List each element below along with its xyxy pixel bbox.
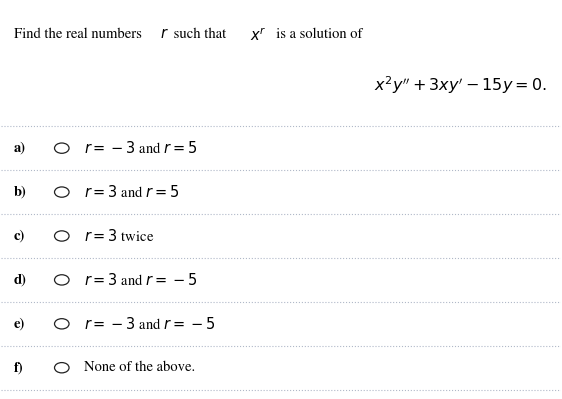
Text: $r = -3$ and $r = 5$: $r = -3$ and $r = 5$ xyxy=(84,140,198,156)
Text: $r = 3$ twice: $r = 3$ twice xyxy=(84,228,155,244)
Text: d): d) xyxy=(13,273,26,286)
Text: $r = 3$ and $r = 5$: $r = 3$ and $r = 5$ xyxy=(84,184,180,200)
Text: $r = 3$ and $r = -5$: $r = 3$ and $r = -5$ xyxy=(84,272,198,288)
Text: b): b) xyxy=(13,186,26,199)
Text: $x^2y'' + 3xy' - 15y = 0.$: $x^2y'' + 3xy' - 15y = 0.$ xyxy=(374,75,547,97)
Text: f): f) xyxy=(13,361,23,374)
Text: $x^r$: $x^r$ xyxy=(250,27,266,44)
Text: a): a) xyxy=(13,142,26,155)
Text: c): c) xyxy=(13,229,25,243)
Text: e): e) xyxy=(13,317,25,330)
Text: $r = -3$ and $r = -5$: $r = -3$ and $r = -5$ xyxy=(84,316,216,332)
Text: $r$: $r$ xyxy=(161,27,169,41)
Text: such that: such that xyxy=(170,27,230,41)
Text: is a solution of: is a solution of xyxy=(269,27,362,41)
Text: None of the above.: None of the above. xyxy=(84,361,195,374)
Text: Find the real numbers: Find the real numbers xyxy=(13,27,145,41)
